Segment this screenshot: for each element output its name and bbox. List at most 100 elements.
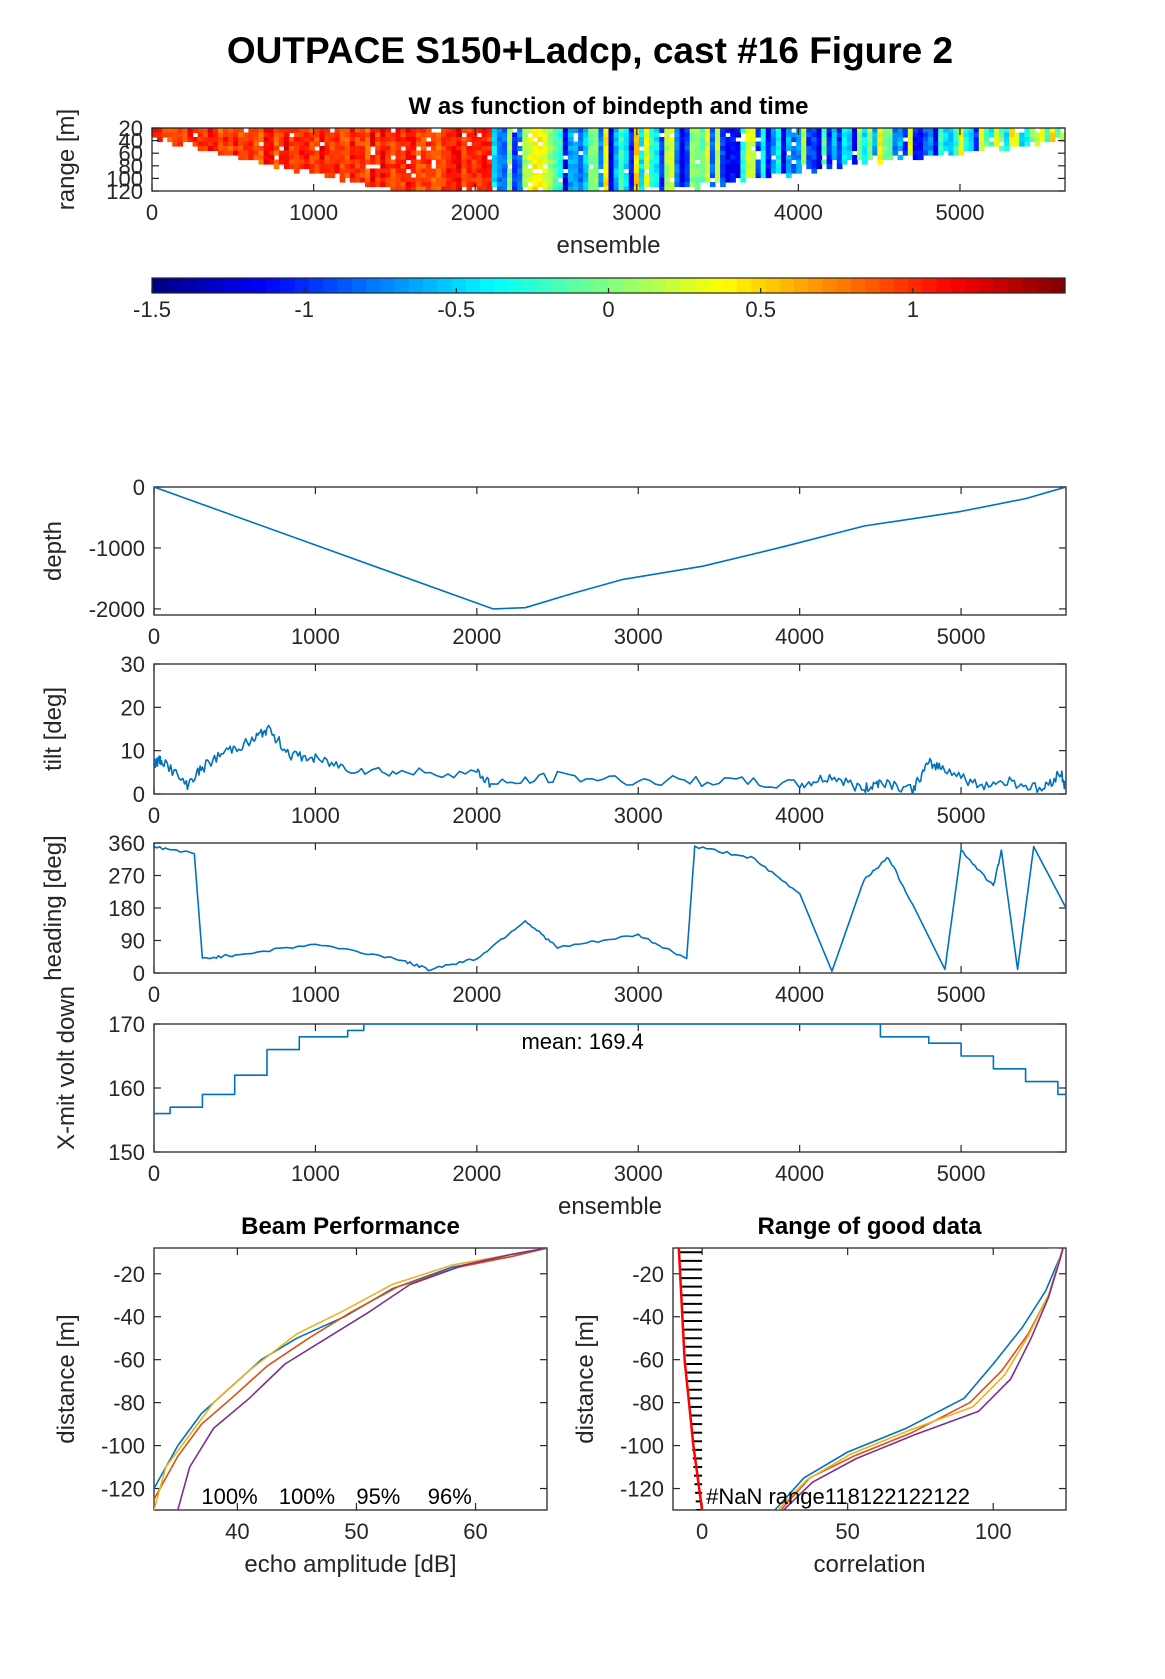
heatmap-cell xyxy=(593,159,599,165)
heatmap-cell xyxy=(400,150,407,156)
heatmap-cell xyxy=(167,137,173,143)
heatmap-cell xyxy=(441,182,447,188)
heatmap-cell xyxy=(699,155,706,161)
heatmap-cell xyxy=(1034,137,1041,143)
heatmap-cell xyxy=(476,141,483,147)
y-tick-label: 0 xyxy=(133,961,145,986)
heatmap-cell xyxy=(750,164,757,170)
heatmap-cell xyxy=(725,141,731,147)
heatmap-cell xyxy=(212,141,219,147)
heatmap-cell xyxy=(344,168,351,174)
heatmap-cell xyxy=(892,128,899,134)
heatmap-cell xyxy=(344,173,351,179)
heatmap-cell xyxy=(496,173,503,179)
heatmap-cell xyxy=(775,164,782,170)
heatmap-cell xyxy=(481,132,488,138)
heatmap-cell xyxy=(638,159,645,165)
heatmap-cell xyxy=(299,128,305,134)
heatmap-cell xyxy=(674,137,681,143)
heatmap-cell xyxy=(821,146,828,152)
heatmap-cell xyxy=(608,168,615,174)
heatmap-cell xyxy=(872,141,878,147)
x-tick-label: 1000 xyxy=(291,1161,340,1186)
heatmap-cell xyxy=(608,141,615,147)
colorbar-swatch xyxy=(1050,278,1066,293)
heatmap-cell xyxy=(725,177,731,183)
heatmap-cell xyxy=(431,141,437,147)
heatmap-cell xyxy=(588,155,594,161)
heatmap-cell xyxy=(370,159,376,165)
heatmap-cell xyxy=(618,164,625,170)
heatmap-cell xyxy=(349,164,356,170)
heatmap-cell xyxy=(953,132,960,138)
heatmap-cell xyxy=(841,132,848,138)
heatmap-cell xyxy=(400,182,407,188)
colorbar-tick-label: -0.5 xyxy=(437,297,475,322)
heatmap-cell xyxy=(694,146,701,152)
heatmap-cell xyxy=(796,150,802,156)
heatmap-cell xyxy=(938,141,944,147)
heatmap-cell xyxy=(486,150,493,156)
heatmap-cell xyxy=(446,137,452,143)
heatmap-cell xyxy=(669,146,676,152)
heatmap-cell xyxy=(649,182,655,188)
heatmap-cell xyxy=(552,141,559,147)
heatmap-cell xyxy=(167,128,173,134)
heatmap-cell xyxy=(446,150,452,156)
heatmap-cell xyxy=(872,128,878,134)
heatmap-cell xyxy=(775,132,782,138)
colorbar-swatch xyxy=(580,278,595,293)
heatmap-cell xyxy=(684,168,691,174)
heatmap-cell xyxy=(390,182,397,188)
x-tick-label: 2000 xyxy=(452,803,501,828)
heatmap-cell xyxy=(567,159,574,165)
heatmap-cell xyxy=(502,128,508,134)
y-tick-label: 120 xyxy=(106,179,143,204)
heatmap-cell xyxy=(760,146,767,152)
heatmap-cell xyxy=(573,182,579,188)
heatmap-cell xyxy=(304,128,310,134)
heatmap-cell xyxy=(532,141,539,147)
heatmap-cell xyxy=(836,132,843,138)
heatmap-cell xyxy=(385,155,391,161)
heatmap-cell xyxy=(1024,137,1031,143)
heatmap-cell xyxy=(567,141,574,147)
heatmap-cell xyxy=(375,128,381,134)
colorbar-swatch xyxy=(836,278,852,293)
heatmap-cell xyxy=(354,146,361,152)
heatmap-cell xyxy=(841,159,848,165)
heatmap-cell xyxy=(324,137,331,143)
heatmap-cell xyxy=(197,137,204,143)
heatmap-cell xyxy=(1039,137,1046,143)
colorbar-swatch xyxy=(194,278,210,293)
heatmap-cell xyxy=(765,159,772,165)
heatmap-cell xyxy=(217,146,224,152)
heatmap-cell xyxy=(583,164,589,170)
heatmap-cell xyxy=(471,137,478,143)
heatmap-cell xyxy=(339,141,346,147)
heatmap-cell xyxy=(983,128,990,134)
heatmap-cell xyxy=(765,150,772,156)
heatmap-cell xyxy=(664,177,670,183)
heatmap-cell xyxy=(395,150,402,156)
heatmap-cell xyxy=(522,146,528,152)
heatmap-cell xyxy=(684,159,691,165)
heatmap-cell xyxy=(410,155,417,161)
y-tick-label: 30 xyxy=(121,652,145,677)
heatmap-cell xyxy=(410,164,417,170)
heatmap-cell xyxy=(644,128,650,134)
heatmap-cell xyxy=(258,159,265,165)
heatmap-cell xyxy=(644,182,650,188)
heatmap-cell xyxy=(781,168,787,174)
heatmap-cell xyxy=(537,182,544,188)
heatmap-cell xyxy=(344,164,351,170)
heatmap-cell xyxy=(512,168,518,174)
heatmap-cell xyxy=(314,168,320,174)
colorbar-tick-label: 1 xyxy=(907,297,919,322)
heatmap-cell xyxy=(699,146,706,152)
heatmap-cell xyxy=(755,146,762,152)
heatmap-cell xyxy=(461,173,468,179)
heatmap-cell xyxy=(370,173,376,179)
heatmap-cell xyxy=(684,132,691,138)
heatmap-cell xyxy=(618,137,625,143)
